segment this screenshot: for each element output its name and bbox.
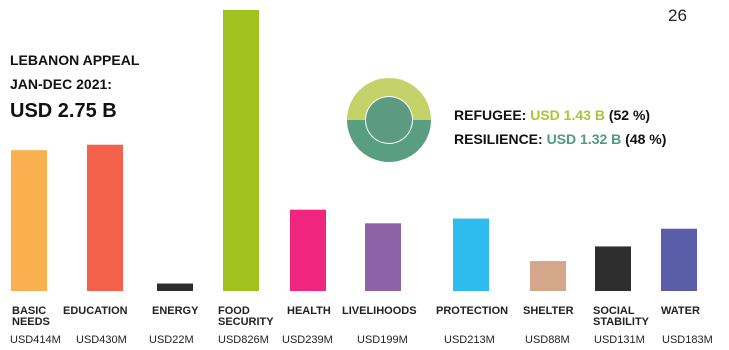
bars-group [11, 10, 697, 291]
bar-basic-needs [11, 150, 47, 291]
value-label: USD131M [594, 334, 645, 346]
value-label: USD88M [525, 334, 570, 346]
category-label: STABILITY [593, 316, 650, 328]
category-label: HEALTH [287, 305, 331, 317]
category-label: SHELTER [523, 305, 574, 317]
value-label: USD826M [218, 334, 269, 346]
value-label: USD22M [149, 334, 194, 346]
bar-protection [453, 219, 489, 291]
bar-education [87, 145, 123, 291]
value-label: USD213M [444, 334, 495, 346]
resilience-amount: USD 1.32 B [547, 131, 622, 147]
resilience-label: RESILIENCE: [454, 131, 543, 147]
category-label: ENERGY [152, 305, 199, 317]
value-label: USD199M [357, 334, 408, 346]
bar-social-stability [595, 246, 631, 291]
category-label: EDUCATION [63, 305, 128, 317]
resilience-percent: (48 %) [625, 131, 666, 147]
bar-water [661, 229, 697, 291]
refugee-resilience-icon [347, 78, 431, 162]
refugee-amount: USD 1.43 B [530, 107, 605, 123]
refugee-split-line: REFUGEE: USD 1.43 B (52 %) [454, 107, 650, 123]
bar-shelter [530, 261, 566, 291]
resilience-split-line: RESILIENCE: USD 1.32 B (48 %) [454, 131, 666, 147]
value-label: USD414M [10, 334, 61, 346]
category-label: LIVELIHOODS [342, 305, 417, 317]
value-label: USD430M [76, 334, 127, 346]
bar-food-security [223, 10, 259, 291]
category-label: PROTECTION [436, 305, 508, 317]
bar-health [290, 210, 326, 291]
bar-livelihoods [365, 223, 401, 291]
ring-center-dot [366, 97, 412, 143]
category-label: NEEDS [12, 316, 50, 328]
category-label: WATER [661, 305, 700, 317]
bar-energy [157, 284, 193, 291]
category-label: SECURITY [218, 316, 274, 328]
refugee-label: REFUGEE: [454, 107, 526, 123]
value-labels-group: USD414M USD430M USD22M USD826M USD239M USD199… [10, 334, 713, 346]
value-label: USD183M [662, 334, 713, 346]
refugee-percent: (52 %) [609, 107, 650, 123]
value-label: USD239M [282, 334, 333, 346]
